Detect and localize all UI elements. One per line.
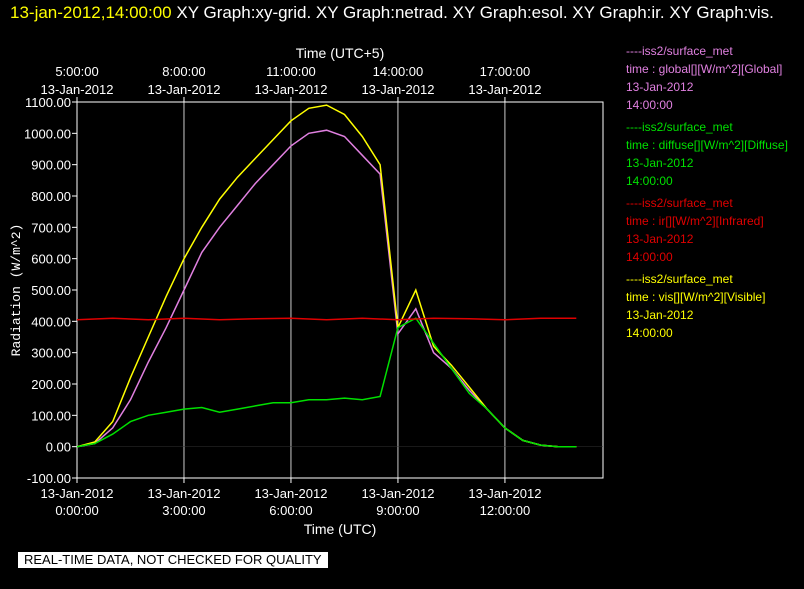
y-tick-label: 300.00 bbox=[31, 346, 71, 361]
y-tick-label: 1100.00 bbox=[25, 95, 71, 110]
legend-date: 13-Jan-2012 bbox=[626, 308, 694, 322]
top-tick-date: 13-Jan-2012 bbox=[468, 82, 541, 97]
top-tick-time: 11:00:00 bbox=[266, 64, 316, 79]
legend-desc: time : ir[][W/m^2][Infrared] bbox=[626, 214, 764, 228]
y-tick-label: 1000.00 bbox=[24, 126, 71, 141]
graph-list: XY Graph:xy-grid. XY Graph:netrad. XY Gr… bbox=[176, 3, 774, 22]
x-tick-time: 9:00:00 bbox=[376, 503, 419, 518]
x-tick-date: 13-Jan-2012 bbox=[41, 486, 114, 501]
y-tick-label: 900.00 bbox=[31, 158, 71, 173]
y-tick-label: 800.00 bbox=[31, 189, 71, 204]
x-tick-date: 13-Jan-2012 bbox=[468, 486, 541, 501]
quality-note: REAL-TIME DATA, NOT CHECKED FOR QUALITY bbox=[18, 552, 328, 568]
y-tick-label: 700.00 bbox=[31, 220, 71, 235]
legend-desc: time : diffuse[][W/m^2][Diffuse] bbox=[626, 138, 788, 152]
legend-line: ----iss2/surface_met bbox=[626, 272, 733, 286]
y-tick-label: 100.00 bbox=[31, 408, 71, 423]
legend-line: ----iss2/surface_met bbox=[626, 120, 733, 134]
y-tick-label: -100.00 bbox=[27, 471, 71, 486]
top-tick-date: 13-Jan-2012 bbox=[147, 82, 220, 97]
x-tick-time: 3:00:00 bbox=[162, 503, 205, 518]
legend-time: 14:00:00 bbox=[626, 174, 673, 188]
series-diffuse-line bbox=[76, 317, 577, 448]
top-axis-label: Time (UTC+5) bbox=[296, 45, 385, 61]
x-tick-time: 12:00:00 bbox=[480, 503, 531, 518]
top-tick-time: 8:00:00 bbox=[162, 64, 205, 79]
plot-frame bbox=[76, 101, 604, 479]
x-tick-date: 13-Jan-2012 bbox=[147, 486, 220, 501]
series-ir-line bbox=[76, 317, 577, 321]
legend-time: 14:00:00 bbox=[626, 250, 673, 264]
y-tick-label: 500.00 bbox=[31, 283, 71, 298]
legend-date: 13-Jan-2012 bbox=[626, 80, 694, 94]
top-tick-time: 5:00:00 bbox=[55, 64, 98, 79]
timestamp: 13-jan-2012,14:00:00 bbox=[10, 3, 172, 22]
top-tick-date: 13-Jan-2012 bbox=[41, 82, 114, 97]
legend-time: 14:00:00 bbox=[626, 98, 673, 112]
y-axis-label: Radiation (W/m^2) bbox=[9, 224, 24, 357]
series-vis-line bbox=[76, 104, 577, 448]
legend-line: ----iss2/surface_met bbox=[626, 44, 733, 58]
x-tick-time: 6:00:00 bbox=[269, 503, 312, 518]
legend-desc: time : vis[][W/m^2][Visible] bbox=[626, 290, 766, 304]
top-tick-time: 17:00:00 bbox=[480, 64, 531, 79]
legend-date: 13-Jan-2012 bbox=[626, 232, 694, 246]
legend-line: ----iss2/surface_met bbox=[626, 196, 733, 210]
y-tick-label: 600.00 bbox=[31, 252, 71, 267]
y-tick-label: 200.00 bbox=[31, 377, 71, 392]
header: 13-jan-2012,14:00:00 XY Graph:xy-grid. X… bbox=[10, 2, 800, 23]
x-tick-date: 13-Jan-2012 bbox=[254, 486, 327, 501]
x-tick-date: 13-Jan-2012 bbox=[361, 486, 434, 501]
top-tick-time: 14:00:00 bbox=[373, 64, 424, 79]
top-tick-date: 13-Jan-2012 bbox=[361, 82, 434, 97]
legend-time: 14:00:00 bbox=[626, 326, 673, 340]
legend-date: 13-Jan-2012 bbox=[626, 156, 694, 170]
x-tick-time: 0:00:00 bbox=[55, 503, 98, 518]
legend-desc: time : global[][W/m^2][Global] bbox=[626, 62, 783, 76]
x-axis-label: Time (UTC) bbox=[304, 521, 377, 537]
y-tick-label: 400.00 bbox=[31, 314, 71, 329]
top-tick-date: 13-Jan-2012 bbox=[254, 82, 327, 97]
y-tick-label: 0.00 bbox=[46, 440, 71, 455]
